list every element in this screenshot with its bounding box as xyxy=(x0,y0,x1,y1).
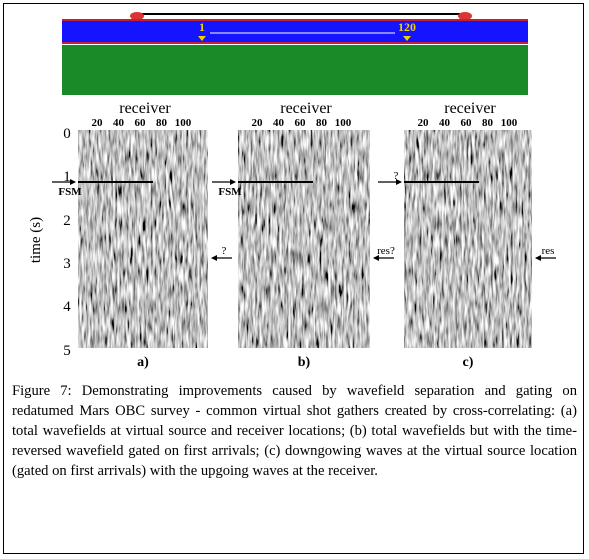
figure-frame xyxy=(3,3,584,554)
annotation: ? xyxy=(222,245,227,257)
boat xyxy=(458,12,472,20)
panel-label: a) xyxy=(137,355,149,370)
annotation: res xyxy=(542,245,555,257)
arrowhead xyxy=(535,255,541,261)
y-tick-label: 5 xyxy=(63,343,71,359)
arrowhead xyxy=(396,179,402,185)
arrowhead xyxy=(230,179,236,185)
receiver-marker xyxy=(198,36,206,41)
seismic-image xyxy=(404,130,532,348)
seismic-image xyxy=(238,130,370,348)
seismic-image xyxy=(78,130,208,348)
figure: 1 120 time (s) 0 1 2 3 4 5 receiver 20 40 60 80 100… xyxy=(28,12,556,370)
x-tick-label: 60 xyxy=(295,117,307,129)
water-layer xyxy=(62,19,528,43)
x-axis-label: receiver xyxy=(444,100,496,117)
x-axis-label: receiver xyxy=(280,100,332,117)
annotation: res? xyxy=(377,245,395,257)
x-tick-label: 60 xyxy=(461,117,473,129)
x-tick-label: 80 xyxy=(316,117,328,129)
caption: Figure 7: Demonstrating improvements cau… xyxy=(12,383,577,479)
diagram-label: 1 xyxy=(199,20,205,34)
panel-label: c) xyxy=(463,355,474,370)
x-tick-label: 60 xyxy=(135,117,147,129)
x-tick-label: 100 xyxy=(335,117,352,129)
boat xyxy=(130,12,144,20)
annotation: FSM xyxy=(218,186,242,198)
y-tick-label: 0 xyxy=(63,126,71,142)
y-tick-label: 3 xyxy=(63,256,71,272)
earth-layer xyxy=(62,45,528,95)
annotation: FSM xyxy=(58,186,82,198)
x-tick-label: 40 xyxy=(273,117,285,129)
x-tick-label: 80 xyxy=(482,117,494,129)
arrowhead xyxy=(373,255,379,261)
receiver-marker xyxy=(403,36,411,41)
arrowhead xyxy=(211,255,217,261)
annotation: ? xyxy=(394,170,399,182)
arrowhead xyxy=(70,179,76,185)
x-tick-label: 100 xyxy=(501,117,518,129)
x-axis-label: receiver xyxy=(119,100,171,117)
y-tick-label: 1 xyxy=(63,169,71,185)
y-axis-label: time (s) xyxy=(28,217,44,263)
y-tick-label: 4 xyxy=(63,299,71,315)
x-tick-label: 20 xyxy=(252,117,264,129)
panel-label: b) xyxy=(298,355,311,370)
diagram-label: 120 xyxy=(398,20,416,34)
x-tick-label: 100 xyxy=(175,117,192,129)
x-tick-label: 40 xyxy=(439,117,451,129)
x-tick-label: 80 xyxy=(156,117,168,129)
y-tick-label: 2 xyxy=(63,213,71,229)
x-tick-label: 20 xyxy=(92,117,104,129)
x-tick-label: 40 xyxy=(113,117,125,129)
x-tick-label: 20 xyxy=(418,117,430,129)
